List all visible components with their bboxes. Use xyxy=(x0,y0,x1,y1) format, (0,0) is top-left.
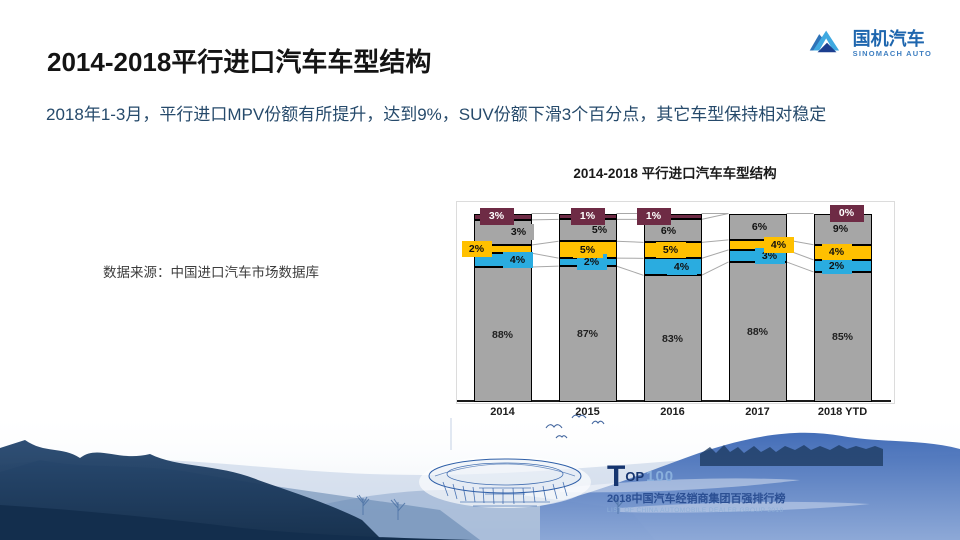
data-source-note: 数据来源：中国进口汽车市场数据库 xyxy=(103,265,319,280)
mist-streak-1 xyxy=(560,478,800,493)
bar-label-share-yellow: 2% xyxy=(461,241,492,258)
bar-segment-share-main-gray xyxy=(643,275,702,402)
bar-label-share-blue: 4% xyxy=(502,252,533,269)
birds xyxy=(545,414,605,439)
bar-label-share-upper-gray: 6% xyxy=(744,218,775,235)
mountain-landscape-art xyxy=(0,410,960,540)
sinomach-logo: 国机汽车 SINOMACH AUTO xyxy=(808,26,932,61)
logo-name-cn: 国机汽车 xyxy=(852,28,925,49)
bar-label-share-upper-gray: 3% xyxy=(503,224,534,241)
bar-label-share-blue: 4% xyxy=(666,258,697,275)
bar-segment-share-main-gray xyxy=(728,261,787,402)
connector-line xyxy=(786,261,814,273)
tree-sketches xyxy=(356,494,625,520)
connector-line xyxy=(531,252,559,259)
bar-segment-share-main-gray xyxy=(473,267,532,402)
bar-label-share-yellow: 5% xyxy=(572,241,603,258)
bar-label-share-main-gray: 88% xyxy=(491,328,513,341)
stadium-sketch xyxy=(419,418,591,508)
top100-num: 100 xyxy=(646,468,675,485)
connector-line xyxy=(616,240,644,243)
connector-line xyxy=(701,261,729,276)
bar-label-share-maroon: 0% xyxy=(829,205,864,222)
connector-line xyxy=(616,265,644,276)
bar-label-share-maroon: 3% xyxy=(479,208,514,226)
bar-label-share-main-gray: 83% xyxy=(661,332,683,345)
bar-label-share-upper-gray: 6% xyxy=(653,222,684,239)
top100-cn-line: 2018中国汽车经销商集团百强排行榜 xyxy=(607,493,786,505)
sinomach-mountain-icon xyxy=(808,26,846,61)
slide-subtitle: 2018年1-3月，平行进口MPV份额有所提升，达到9%，SUV份额下滑3个百分… xyxy=(46,105,827,124)
bar-label-share-main-gray: 87% xyxy=(576,328,598,341)
bar-label-share-maroon: 1% xyxy=(636,207,671,225)
plot-area-border xyxy=(456,201,895,404)
connector-line xyxy=(701,239,729,243)
bar-segment-share-main-gray xyxy=(558,266,617,402)
bar-label-share-yellow: 5% xyxy=(655,242,686,259)
top100-logo: T OP 100 2018中国汽车经销商集团百强排行榜 LIST OF CHIN… xyxy=(607,460,786,515)
right-treeline xyxy=(700,445,883,466)
bar-label-share-main-gray: 85% xyxy=(831,330,853,343)
bar-label-share-yellow: 4% xyxy=(821,244,852,261)
bar-label-share-blue: 2% xyxy=(821,257,852,274)
connector-line xyxy=(531,265,559,268)
top100-en-line: LIST OF CHINA AUTOMOBILE DEALER GROUP 20… xyxy=(607,507,784,514)
chart-title: 2014-2018 平行进口汽车车型结构 xyxy=(573,166,777,181)
connector-line xyxy=(531,240,559,246)
logo-name-en: SINOMACH AUTO xyxy=(852,48,932,58)
bar-label-share-upper-gray: 9% xyxy=(825,221,856,238)
bar-label-share-main-gray: 88% xyxy=(746,325,768,338)
bar-label-share-upper-gray: 5% xyxy=(584,222,615,239)
top100-t: T xyxy=(607,460,626,493)
bar-label-share-yellow: 4% xyxy=(763,236,794,253)
page-title: 2014-2018平行进口汽车车型结构 xyxy=(47,47,432,77)
connector-line xyxy=(701,213,729,220)
bar-label-share-blue: 2% xyxy=(576,254,607,271)
bar-label-share-maroon: 1% xyxy=(570,207,605,225)
connector-line xyxy=(701,249,729,259)
top100-op: OP xyxy=(625,469,645,484)
connector-line xyxy=(531,218,559,221)
mist-streak-2 xyxy=(620,501,870,513)
foreground-ridge xyxy=(0,505,472,540)
